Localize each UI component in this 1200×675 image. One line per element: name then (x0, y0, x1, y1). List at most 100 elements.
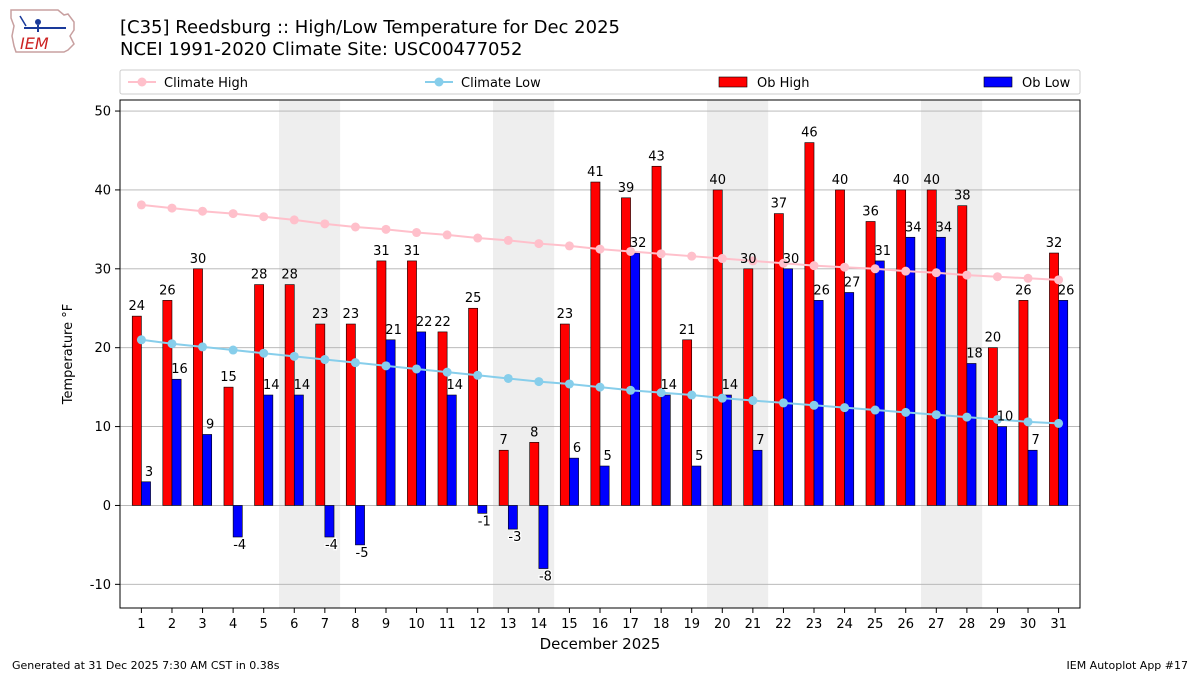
ob-high-bar-29 (987, 347, 998, 506)
footer-generated: Generated at 31 Dec 2025 7:30 AM CST in … (12, 659, 280, 672)
y-tick-label-30: 30 (94, 262, 111, 277)
climate-high-point-29 (992, 272, 1002, 282)
climate-low-point-11 (442, 367, 452, 377)
ob-high-label-10: 31 (404, 244, 421, 259)
ob-low-bar-5 (263, 394, 274, 506)
climate-high-point-14 (534, 239, 544, 249)
ob-low-bar-9 (385, 339, 396, 506)
ob-low-label-25: 31 (874, 244, 891, 259)
climate-low-point-17 (626, 385, 636, 395)
ob-low-label-26: 34 (905, 220, 922, 235)
climate-low-point-20 (717, 393, 727, 403)
ob-high-bar-9 (376, 260, 387, 506)
climate-low-point-31 (1054, 418, 1064, 428)
x-tick-label-22: 22 (775, 617, 792, 632)
ob-high-label-31: 32 (1046, 236, 1063, 251)
ob-high-bar-15 (559, 323, 570, 506)
ob-high-label-22: 37 (771, 197, 788, 212)
x-tick-label-23: 23 (806, 617, 823, 632)
climate-high-point-11 (442, 230, 452, 240)
climate-high-point-10 (412, 228, 422, 238)
x-tick-label-30: 30 (1020, 617, 1037, 632)
ob-low-bar-26 (905, 236, 916, 506)
ob-low-label-30: 7 (1031, 433, 1039, 448)
x-tick-label-17: 17 (622, 617, 639, 632)
ob-high-bar-4 (223, 386, 234, 506)
climate-high-point-3 (198, 206, 208, 216)
climate-high-point-20 (717, 254, 727, 264)
x-tick-label-16: 16 (592, 617, 609, 632)
ob-high-label-14: 8 (530, 425, 538, 440)
y-tick-label-20: 20 (94, 341, 111, 356)
x-tick-label-7: 7 (321, 617, 329, 632)
climate-high-point-9 (381, 224, 391, 234)
x-tick-label-14: 14 (531, 617, 548, 632)
climate-high-point-8 (350, 222, 360, 232)
climate-low-point-16 (595, 382, 605, 392)
ob-low-bar-3 (202, 434, 213, 506)
ob-low-label-18: 14 (660, 378, 677, 393)
climate-high-point-30 (1023, 273, 1033, 283)
ob-high-bar-8 (345, 323, 356, 506)
x-tick-label-28: 28 (959, 617, 976, 632)
ob-high-label-5: 28 (251, 268, 268, 283)
ob-low-label-17: 32 (630, 236, 647, 251)
ob-low-label-1: 3 (145, 465, 153, 480)
ob-low-bar-4 (232, 505, 243, 538)
ob-high-label-18: 43 (648, 149, 665, 164)
climate-low-point-13 (503, 373, 513, 383)
legend-climate-low-label: Climate Low (461, 76, 541, 91)
climate-high-point-6 (289, 215, 299, 225)
climate-high-point-2 (167, 203, 177, 213)
ob-low-label-20: 14 (722, 378, 739, 393)
ob-high-label-8: 23 (343, 307, 360, 322)
climate-low-point-7 (320, 355, 330, 365)
ob-high-bar-1 (131, 315, 142, 506)
ob-high-label-9: 31 (373, 244, 390, 259)
ob-high-label-16: 41 (587, 165, 604, 180)
x-axis-label: December 2025 (540, 635, 661, 653)
ob-low-bar-13 (507, 505, 518, 530)
x-tick-label-1: 1 (137, 617, 145, 632)
x-tick-label-5: 5 (260, 617, 268, 632)
climate-high-point-5 (259, 212, 269, 222)
x-tick-label-25: 25 (867, 617, 884, 632)
climate-low-point-23 (809, 400, 819, 410)
climate-low-point-19 (687, 390, 697, 400)
climate-low-point-21 (748, 396, 758, 406)
climate-high-point-24 (840, 262, 850, 272)
ob-high-bar-3 (193, 268, 203, 506)
x-tick-label-8: 8 (351, 617, 359, 632)
ob-low-label-7: -4 (325, 538, 338, 553)
ob-low-label-10: 22 (416, 315, 433, 330)
ob-low-bar-21 (752, 449, 763, 506)
ob-low-bar-28 (966, 363, 977, 506)
ob-low-bar-15 (569, 457, 579, 506)
ob-high-label-1: 24 (129, 299, 146, 314)
x-tick-label-6: 6 (290, 617, 298, 632)
ob-low-label-5: 14 (263, 378, 280, 393)
ob-high-bar-6 (284, 284, 295, 506)
ob-low-label-15: 6 (573, 441, 581, 456)
ob-low-label-14: -8 (539, 570, 552, 585)
climate-low-point-29 (992, 414, 1002, 424)
iem-logo: IEM (10, 9, 75, 53)
ob-high-bar-28 (957, 205, 968, 506)
ob-low-label-28: 18 (966, 346, 983, 361)
climate-low-point-2 (167, 339, 177, 349)
ob-low-label-4: -4 (233, 538, 246, 553)
ob-low-label-2: 16 (171, 362, 188, 377)
x-tick-label-2: 2 (168, 617, 176, 632)
climate-high-point-26 (901, 266, 911, 276)
x-tick-label-20: 20 (714, 617, 731, 632)
climate-high-point-1 (136, 200, 146, 210)
climate-high-point-4 (228, 209, 238, 219)
ob-high-bar-14 (529, 442, 540, 506)
climate-high-point-21 (748, 256, 758, 266)
climate-low-point-1 (136, 335, 146, 345)
legend-ob-high-label: Ob High (757, 76, 810, 91)
ob-high-label-6: 28 (281, 268, 298, 283)
x-tick-label-26: 26 (897, 617, 914, 632)
y-tick-label--10: -10 (90, 578, 111, 593)
